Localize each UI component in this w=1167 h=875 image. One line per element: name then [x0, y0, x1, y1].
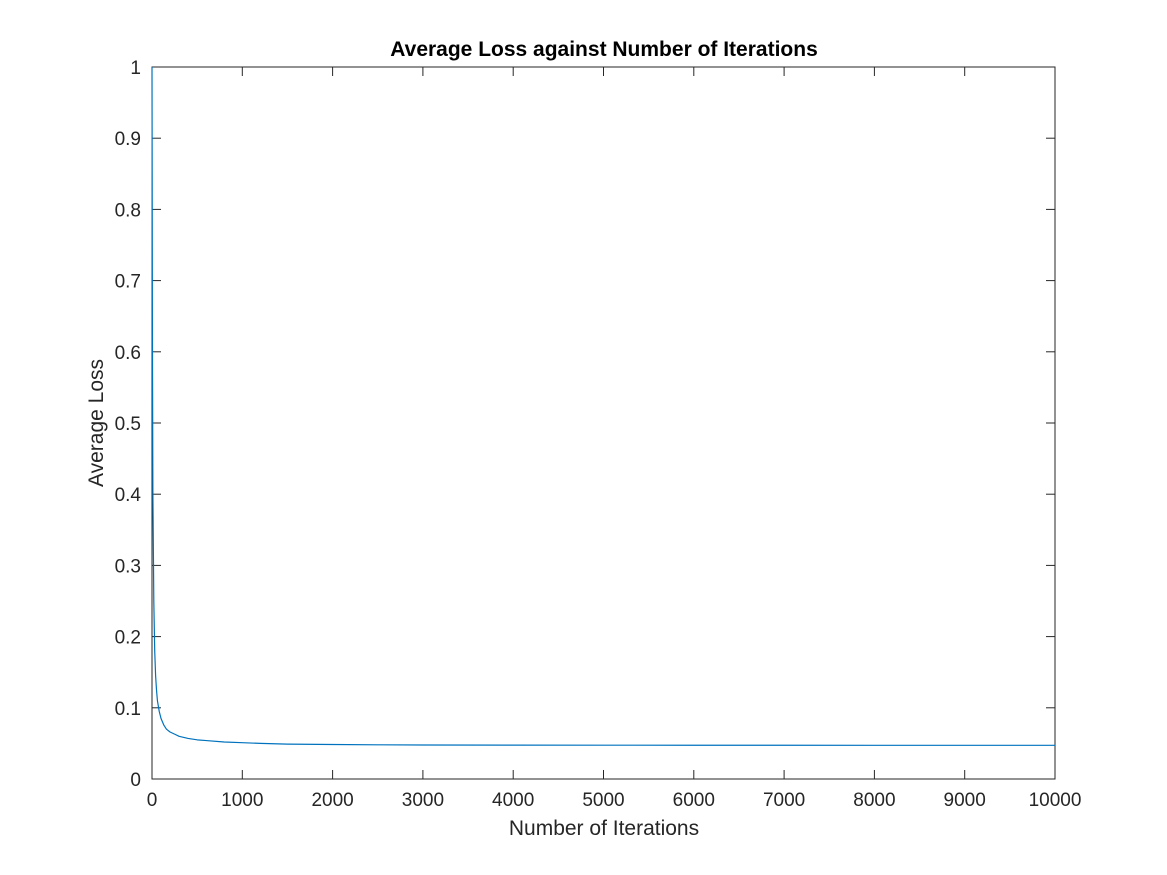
y-axis-label: Average Loss — [85, 359, 108, 487]
x-tick-label: 7000 — [763, 790, 805, 811]
y-tick-label: 0.5 — [115, 414, 141, 435]
x-axis-label: Number of Iterations — [509, 817, 699, 840]
y-tick-label: 0.4 — [115, 485, 142, 506]
x-tick-label: 5000 — [582, 790, 624, 811]
y-tick-label: 0.8 — [115, 200, 141, 221]
y-tick-label: 0 — [130, 770, 141, 791]
x-tick-label: 2000 — [311, 790, 353, 811]
x-tick-label: 6000 — [673, 790, 715, 811]
chart-title: Average Loss against Number of Iteration… — [390, 38, 818, 61]
x-tick-label: 9000 — [944, 790, 986, 811]
y-tick-label: 1 — [130, 58, 141, 79]
x-tick-label: 10000 — [1029, 790, 1082, 811]
series-line — [151, 66, 1055, 746]
x-tick-label: 1000 — [221, 790, 263, 811]
y-tick-label: 0.9 — [115, 129, 141, 150]
x-tick-label: 0 — [147, 790, 158, 811]
y-tick-label: 0.2 — [115, 628, 141, 649]
plot-area: 0 1000 2000 3000 4000 5000 6000 7000 8000 9000 100… — [115, 58, 1082, 811]
y-tick-label: 0.7 — [115, 272, 141, 293]
y-tick-label: 0.1 — [115, 699, 141, 720]
x-tick-label: 3000 — [402, 790, 444, 811]
y-tick-label: 0.3 — [115, 556, 141, 577]
axes-box — [151, 66, 1056, 780]
y-tick-label: 0.6 — [115, 343, 141, 364]
x-tick-label: 4000 — [492, 790, 534, 811]
x-tick-label: 8000 — [853, 790, 895, 811]
